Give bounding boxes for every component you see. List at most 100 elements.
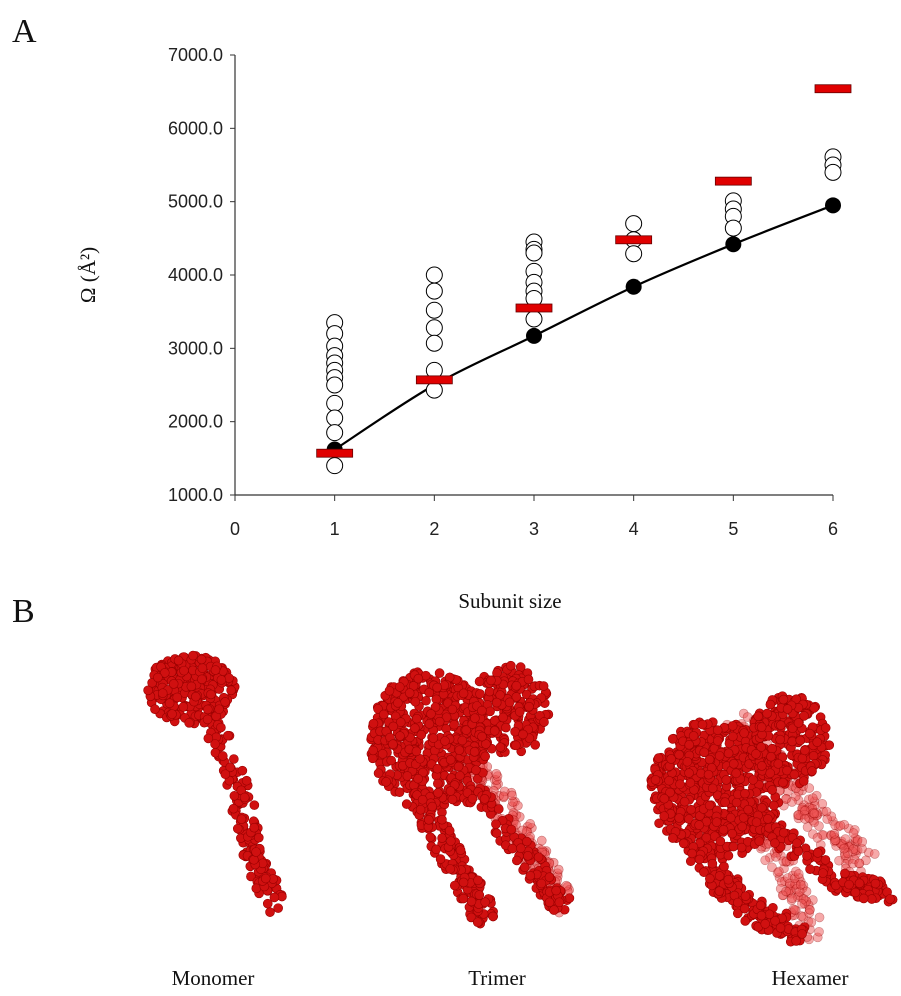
atom	[174, 656, 183, 665]
atom	[537, 879, 546, 888]
atom	[414, 774, 423, 783]
mean-bar	[616, 236, 652, 244]
atom	[526, 871, 535, 880]
x-tick-label: 1	[330, 519, 340, 539]
atom	[699, 868, 708, 877]
atom	[708, 859, 717, 868]
atom	[468, 794, 477, 803]
atom	[776, 721, 785, 730]
atom	[851, 888, 860, 897]
atom	[459, 894, 468, 903]
filled-point	[626, 279, 642, 295]
atom	[204, 734, 213, 743]
atom	[446, 755, 455, 764]
atom	[403, 772, 412, 781]
atom	[450, 881, 459, 890]
atom	[716, 837, 725, 846]
atom	[732, 769, 741, 778]
atom	[150, 705, 159, 714]
atom	[448, 705, 457, 714]
atom	[456, 846, 465, 855]
atom	[436, 855, 445, 864]
atom	[523, 851, 532, 860]
atom	[757, 761, 766, 770]
mean-bar	[516, 304, 552, 312]
atom	[473, 918, 482, 927]
atom	[473, 876, 482, 885]
atom	[545, 898, 554, 907]
atom	[683, 757, 692, 766]
atom	[821, 723, 830, 732]
atom	[368, 754, 377, 763]
atom	[369, 746, 378, 755]
atom	[797, 899, 806, 908]
atom	[668, 834, 677, 843]
atom	[761, 856, 770, 865]
atom	[518, 730, 527, 739]
atom	[695, 821, 704, 830]
atom	[800, 746, 809, 755]
atom	[512, 856, 521, 865]
atom	[783, 705, 792, 714]
atom	[470, 714, 479, 723]
atom	[836, 821, 845, 830]
atom	[507, 825, 516, 834]
atom	[179, 666, 188, 675]
atom	[506, 661, 515, 670]
atom	[266, 908, 275, 917]
atom	[492, 769, 501, 778]
atom	[435, 717, 444, 726]
atom	[675, 814, 684, 823]
atom	[761, 919, 770, 928]
atom	[425, 719, 434, 728]
atom	[660, 812, 669, 821]
atom	[499, 713, 508, 722]
atom	[446, 787, 455, 796]
atom	[221, 697, 230, 706]
atom	[480, 794, 489, 803]
open-point	[327, 425, 343, 441]
atom	[416, 805, 425, 814]
atom	[813, 833, 822, 842]
atom	[774, 759, 783, 768]
atom	[525, 702, 534, 711]
open-point	[526, 245, 542, 261]
atom	[713, 726, 722, 735]
atom	[799, 777, 808, 786]
atom	[238, 766, 247, 775]
atom	[520, 863, 529, 872]
atom	[726, 813, 735, 822]
atom	[169, 679, 178, 688]
atom	[695, 855, 704, 864]
atom	[765, 910, 774, 919]
atom	[179, 702, 188, 711]
atom	[689, 731, 698, 740]
atom	[173, 693, 182, 702]
atom	[845, 880, 854, 889]
atom	[798, 754, 807, 763]
atom	[757, 911, 766, 920]
atom	[794, 869, 803, 878]
atom	[776, 923, 785, 932]
atom	[485, 687, 494, 696]
atom	[540, 717, 549, 726]
molecule-renders	[144, 651, 898, 946]
atom	[676, 780, 685, 789]
atom	[412, 747, 421, 756]
y-tick-label: 5000.0	[168, 192, 223, 212]
atom	[475, 677, 484, 686]
atom	[798, 929, 807, 938]
atom	[756, 901, 765, 910]
atom	[475, 891, 484, 900]
atom	[712, 818, 721, 827]
atom	[534, 853, 543, 862]
atom	[412, 714, 421, 723]
atom	[751, 749, 760, 758]
atom	[252, 884, 261, 893]
atom	[771, 852, 780, 861]
atom	[778, 778, 787, 787]
atom	[217, 676, 226, 685]
open-point	[825, 164, 841, 180]
panel-label: B	[12, 593, 35, 630]
atom	[749, 775, 758, 784]
